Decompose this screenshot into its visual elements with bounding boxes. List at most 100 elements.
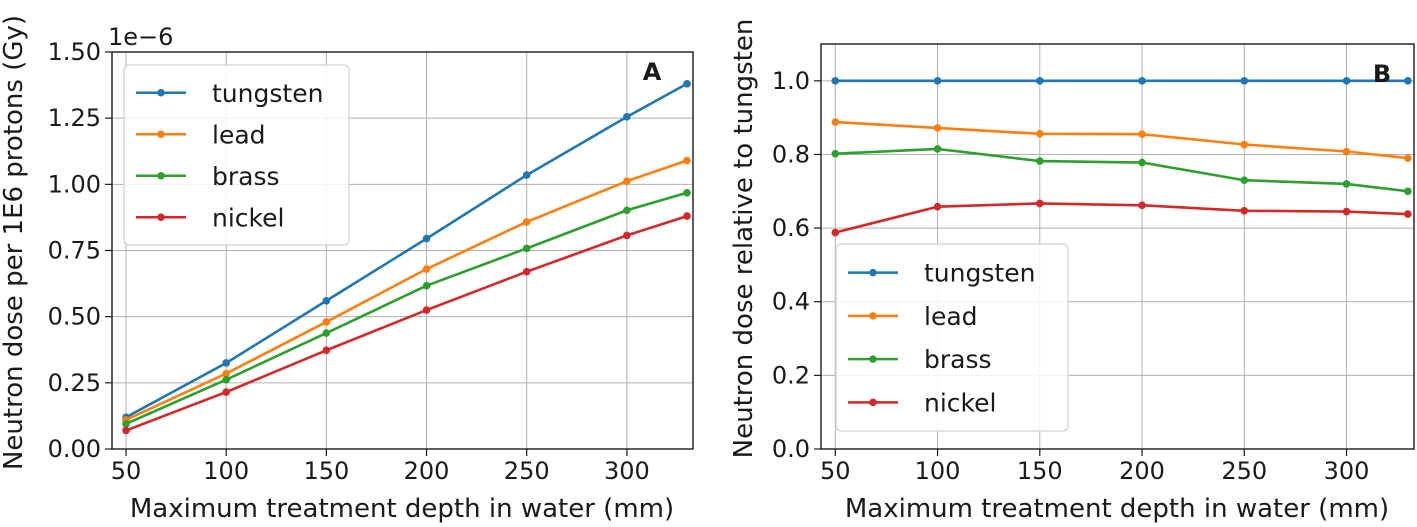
panel-letter: A <box>643 58 662 86</box>
legend-marker-tungsten <box>157 88 165 97</box>
data-point-lead <box>1404 154 1412 162</box>
data-point-brass <box>522 244 531 253</box>
data-point-nickel <box>623 231 631 240</box>
x-axis-title: Maximum treatment depth in water (mm) <box>130 494 674 524</box>
data-point-nickel <box>683 212 691 220</box>
y-axis-title: Neutron dose per 1E6 protons (Gy) <box>0 15 29 470</box>
y-tick-label: 0.75 <box>48 237 101 265</box>
plot-frame <box>111 51 694 450</box>
data-point-nickel <box>1035 199 1044 208</box>
legend-marker-nickel <box>869 398 877 407</box>
data-point-lead <box>322 318 331 326</box>
y-tick-label: 0.2 <box>772 361 810 389</box>
legend-label-brass: brass <box>212 162 280 191</box>
data-point-lead <box>933 124 942 132</box>
data-point-nickel <box>933 202 942 211</box>
data-point-brass <box>1342 180 1351 188</box>
x-tick-label: 50 <box>111 457 142 485</box>
series-line-nickel <box>125 214 688 432</box>
panel-letter: B <box>1373 60 1391 88</box>
data-point-brass <box>1138 158 1146 167</box>
x-tick-label: 200 <box>1119 457 1165 485</box>
data-point-brass <box>623 206 631 215</box>
data-point-brass <box>222 375 230 384</box>
data-point-nickel <box>222 388 230 396</box>
legend-marker-tungsten <box>869 268 877 277</box>
data-point-nickel <box>522 267 531 276</box>
legend-label-lead: lead <box>924 302 978 331</box>
x-axis-title: Maximum treatment depth in water (mm) <box>845 494 1389 524</box>
legend-label-nickel: nickel <box>212 203 284 232</box>
data-point-lead <box>222 369 230 378</box>
y-tick-label: 1.0 <box>772 67 810 95</box>
data-point-brass <box>122 420 130 428</box>
data-point-brass <box>1404 187 1412 196</box>
data-point-lead <box>623 177 631 185</box>
data-point-tungsten <box>683 79 691 88</box>
legend-marker-brass <box>869 355 877 363</box>
data-point-brass <box>831 149 840 158</box>
x-tick-label: 100 <box>203 457 249 485</box>
data-point-brass <box>1240 176 1249 185</box>
y-axis-title: Neutron dose relative to tungsten <box>729 19 759 459</box>
plot-frame <box>820 43 1415 450</box>
data-point-lead <box>1240 140 1249 149</box>
legend-marker-lead <box>157 130 165 139</box>
y-tick-label: 0.25 <box>48 369 101 397</box>
data-point-tungsten <box>522 171 531 179</box>
data-point-nickel <box>1404 210 1412 218</box>
data-point-brass <box>1035 157 1044 165</box>
y-tick-label: 0.0 <box>772 435 810 463</box>
data-point-nickel <box>1138 201 1146 210</box>
data-point-nickel <box>831 228 840 237</box>
legend-marker-brass <box>157 171 165 180</box>
y-tick-label: 1.00 <box>48 170 101 198</box>
legend-label-brass: brass <box>924 345 992 374</box>
data-point-tungsten <box>1404 77 1412 85</box>
data-point-tungsten <box>422 234 431 243</box>
data-point-tungsten <box>322 296 331 305</box>
legend-marker-lead <box>869 312 877 320</box>
data-point-tungsten <box>1240 77 1249 85</box>
x-tick-label: 300 <box>604 457 650 485</box>
data-point-nickel <box>1342 207 1351 216</box>
data-point-tungsten <box>1138 77 1146 85</box>
legend-label-tungsten: tungsten <box>924 259 1035 288</box>
x-tick-label: 100 <box>915 457 961 485</box>
data-point-tungsten <box>623 113 631 121</box>
data-point-nickel <box>422 306 431 314</box>
legend-box <box>835 243 1069 432</box>
data-point-brass <box>933 145 942 153</box>
series-line-brass <box>835 147 1409 193</box>
legend-marker-nickel <box>157 213 165 222</box>
legend: tungsten lead brass nickel <box>835 243 1069 432</box>
data-point-lead <box>1342 147 1351 156</box>
data-point-brass <box>422 281 431 290</box>
y-tick-label: 0.4 <box>772 288 810 316</box>
x-tick-label: 50 <box>820 457 851 485</box>
data-point-tungsten <box>831 77 840 85</box>
chart-panel-b: 0.0 0.2 0.4 0.6 0.8 1.0 50 100 150 200 250 300 tungs… <box>729 19 1415 524</box>
data-point-lead <box>1138 130 1146 139</box>
data-point-tungsten <box>933 77 942 85</box>
data-point-lead <box>831 118 840 126</box>
y-tick-label: 0.50 <box>48 303 101 331</box>
y-tick-label: 0.6 <box>772 214 810 242</box>
chart-panel-a: 0.00 0.25 0.50 0.75 1.00 1.25 1.50 50 100 150 200 2… <box>0 15 694 524</box>
legend-box <box>123 64 350 246</box>
legend-label-lead: lead <box>212 120 266 149</box>
y-tick-label: 1.50 <box>48 38 101 66</box>
data-point-nickel <box>122 426 130 435</box>
data-point-lead <box>422 265 431 273</box>
data-point-nickel <box>322 346 331 355</box>
x-tick-label: 150 <box>1017 457 1063 485</box>
data-point-lead <box>1035 130 1044 138</box>
y-offset-label: 1e−6 <box>108 23 173 51</box>
y-tick-label: 1.25 <box>48 104 101 132</box>
legend-label-nickel: nickel <box>924 388 996 417</box>
y-tick-label: 0.00 <box>48 435 101 463</box>
x-tick-label: 250 <box>504 457 550 485</box>
data-point-nickel <box>1240 206 1249 215</box>
data-point-brass <box>683 189 691 197</box>
x-tick-label: 200 <box>404 457 450 485</box>
